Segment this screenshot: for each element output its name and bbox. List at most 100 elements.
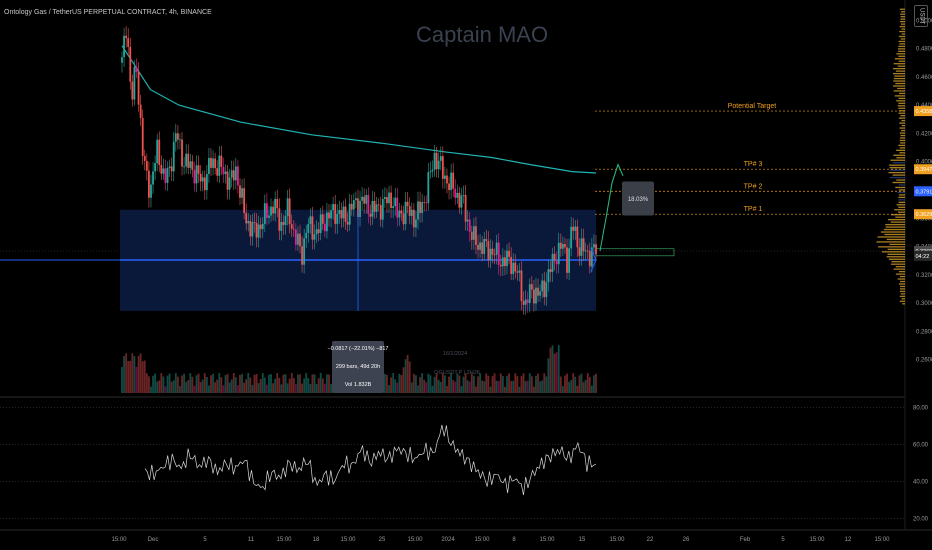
volume-bar	[421, 373, 424, 393]
volume-bar	[218, 373, 221, 393]
volume-bar	[489, 386, 492, 393]
volume-bar	[477, 376, 479, 393]
candle-body	[354, 198, 357, 201]
candle-body	[249, 220, 252, 237]
candle-body	[191, 161, 194, 171]
volume-profile-bar	[900, 142, 905, 144]
volume-bar	[450, 373, 453, 393]
candle-body	[261, 223, 264, 230]
candle-body	[512, 262, 515, 274]
candle-body	[309, 216, 312, 224]
volume-bar	[228, 382, 231, 393]
volume-profile-bar	[899, 25, 905, 28]
volume-profile-bar	[893, 85, 905, 87]
volume-bar	[201, 379, 204, 393]
candle-body	[410, 209, 413, 216]
volume-bar	[187, 379, 190, 393]
target-label: TP# 3	[744, 161, 763, 168]
candle-body	[390, 192, 392, 208]
volume-profile-bar	[893, 90, 905, 92]
volume-profile-bar	[898, 211, 905, 213]
volume-bar	[299, 374, 301, 393]
volume-profile-bar	[897, 87, 905, 90]
candle-body	[195, 165, 198, 184]
volume-bar	[237, 385, 239, 393]
candle-body	[203, 177, 206, 191]
time-tick: 12	[845, 537, 852, 543]
time-tick: 22	[647, 537, 654, 543]
candle-body	[253, 222, 256, 223]
volume-bar	[152, 375, 154, 393]
candle-body	[344, 206, 347, 222]
time-tick: 15:00	[111, 537, 127, 543]
volume-bar	[210, 375, 212, 393]
volume-bar	[547, 358, 550, 393]
volume-bar	[568, 381, 570, 393]
candle-body	[288, 198, 291, 225]
volume-profile-bar	[898, 117, 905, 119]
volume-bar	[518, 386, 521, 393]
candle-body	[255, 222, 258, 238]
volume-bar	[315, 383, 318, 393]
candle-body	[508, 250, 510, 257]
candle-body	[516, 271, 519, 273]
candle-body	[466, 219, 469, 222]
volume-profile-bar	[899, 300, 905, 302]
currency-unit[interactable]: USDT	[914, 5, 928, 27]
volume-bar	[226, 373, 229, 393]
volume-profile-bar	[896, 204, 905, 206]
price-label-bg	[914, 106, 932, 117]
volume-bar	[593, 375, 595, 393]
volume-profile-bar	[892, 162, 905, 164]
candle-body	[301, 246, 303, 265]
candle-body	[415, 219, 417, 228]
volume-profile-bar	[877, 236, 905, 238]
volume-profile-bar	[898, 60, 905, 62]
volume-bar	[257, 382, 260, 393]
volume-bar	[537, 373, 539, 393]
candle-body	[187, 153, 190, 168]
candle-body	[481, 242, 484, 254]
volume-profile-bar	[898, 189, 905, 191]
volume-bar	[129, 360, 132, 393]
volume-profile-bar	[891, 261, 905, 263]
volume-bar	[278, 377, 281, 393]
candle-body	[330, 210, 332, 219]
volume-bar	[323, 383, 326, 393]
volume-bar	[561, 386, 564, 393]
volume-profile-bar	[898, 112, 905, 114]
volume-bar	[383, 373, 386, 393]
volume-bar	[160, 373, 163, 393]
candle-body	[292, 228, 295, 230]
projection-label: 18.03%	[628, 197, 649, 203]
volume-bar	[131, 353, 134, 393]
volume-bar	[491, 376, 494, 393]
candle-body	[365, 194, 368, 204]
volume-profile-bar	[897, 65, 905, 67]
volume-bar	[437, 379, 440, 393]
volume-bar	[429, 375, 432, 393]
candle-body	[234, 166, 237, 181]
volume-profile-bar	[900, 275, 905, 278]
volume-profile-bar	[893, 63, 905, 65]
volume-bar	[127, 361, 130, 393]
candle-body	[251, 222, 254, 237]
volume-bar	[487, 375, 490, 393]
volume-bar	[181, 375, 183, 393]
volume-bar	[154, 373, 157, 393]
candle-body	[477, 244, 479, 250]
candle-body	[179, 139, 181, 141]
candle-body	[278, 208, 281, 231]
volume-profile-bar	[893, 72, 905, 75]
volume-bar	[245, 379, 248, 393]
candle-body	[297, 233, 299, 245]
candle-body	[315, 229, 318, 235]
candle-body	[412, 209, 415, 228]
volume-bar	[268, 374, 270, 393]
volume-profile-bar	[900, 18, 905, 20]
candle-body	[257, 224, 260, 238]
volume-profile-bar	[899, 8, 905, 10]
